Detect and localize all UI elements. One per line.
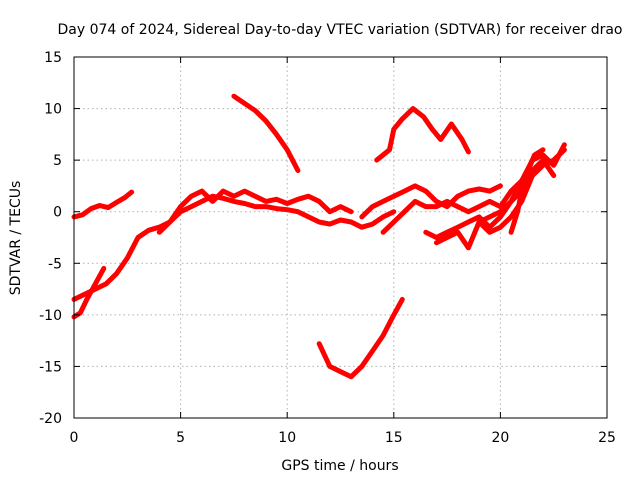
- series-group: [71, 93, 567, 380]
- y-tick-label: -15: [39, 359, 62, 375]
- x-axis-label: GPS time / hours: [281, 458, 398, 474]
- y-axis-label: SDTVAR / TECUs: [8, 181, 24, 296]
- series-line-track-11: [433, 157, 557, 251]
- chart-title: Day 074 of 2024, Sidereal Day-to-day VTE…: [57, 22, 622, 38]
- series-line-track-7: [374, 106, 471, 163]
- plot-frame: [73, 56, 608, 419]
- y-tick-label: -5: [48, 256, 62, 272]
- series-line-track-12: [476, 162, 546, 235]
- y-tick-label: 15: [44, 50, 62, 66]
- series-line-track-10: [423, 142, 567, 240]
- ticks: 0 5 10 15 20 25 -20 -15 -10 -5 0 5 10 15: [39, 50, 616, 446]
- series-line-track-3: [71, 265, 107, 320]
- series-line-track-4: [156, 188, 354, 235]
- x-tick-label: 20: [491, 430, 509, 446]
- x-tick-label: 15: [385, 430, 403, 446]
- y-tick-label: 0: [53, 205, 62, 221]
- y-tick-label: 10: [44, 102, 62, 118]
- series-line-track-13: [508, 147, 546, 235]
- y-tick-label: -20: [39, 411, 62, 427]
- series-line-track-6: [316, 296, 405, 380]
- x-tick-label: 10: [278, 430, 296, 446]
- x-tick-label: 5: [176, 430, 185, 446]
- series-line-track-1: [71, 189, 135, 220]
- series-line-track-2: [71, 193, 397, 302]
- series-line-track-5: [231, 93, 301, 173]
- y-tick-label: -10: [39, 308, 62, 324]
- x-tick-label: 25: [598, 430, 616, 446]
- series-line-track-8: [359, 183, 503, 220]
- grid: [74, 57, 607, 418]
- x-tick-label: 0: [70, 430, 79, 446]
- y-tick-label: 5: [53, 153, 62, 169]
